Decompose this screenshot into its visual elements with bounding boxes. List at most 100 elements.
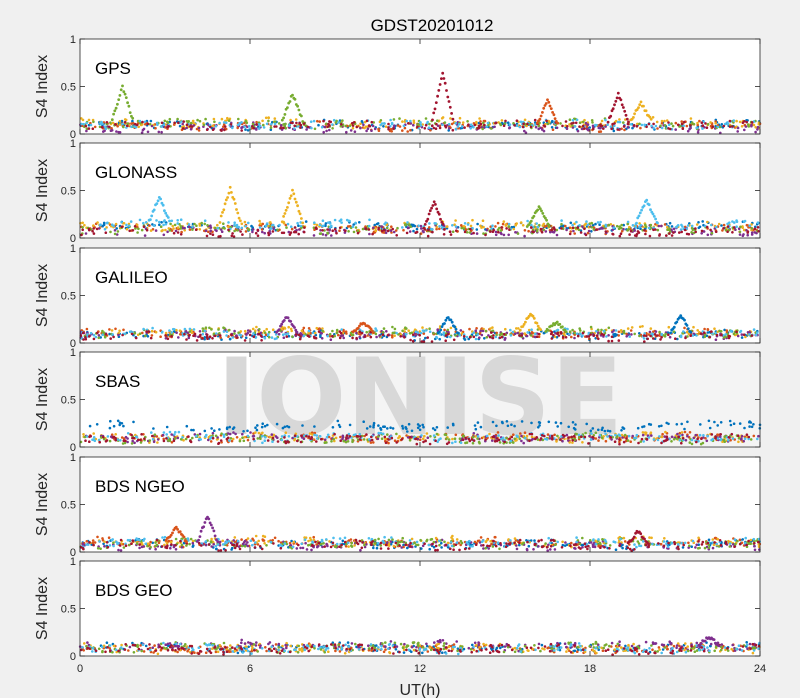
data-point [175,331,178,335]
data-point [108,439,112,443]
data-point [97,336,101,340]
spike-point [548,104,552,108]
data-point [674,121,678,125]
spike-point [164,211,168,215]
spike-point [538,207,542,211]
data-point [451,422,455,426]
data-point [750,124,753,128]
data-point [150,431,153,434]
data-point [296,439,299,443]
data-point [714,338,718,342]
data-point [677,435,680,439]
data-point [287,425,291,429]
data-point [306,125,310,129]
spike-point [222,208,226,212]
data-point [182,125,185,128]
spike-point [609,114,613,118]
data-point [319,229,322,232]
data-point [645,437,649,441]
data-point [722,438,726,442]
data-point [726,439,730,442]
data-point [208,123,212,127]
data-point [334,436,338,440]
data-point [211,124,214,128]
data-point [370,438,374,442]
data-point [529,125,533,129]
data-point [319,232,323,235]
data-point [251,537,254,541]
data-point [726,225,730,228]
data-point [248,124,251,128]
data-point [341,119,344,122]
data-point [720,224,723,227]
data-point [287,325,291,329]
data-point [221,226,225,230]
data-point [280,231,284,235]
data-point [499,122,502,126]
data-point [318,120,322,123]
data-point [622,536,626,540]
data-point [351,121,354,125]
data-point [374,332,378,336]
data-point [102,223,106,227]
data-point [594,437,598,440]
data-point [481,329,485,333]
data-point [555,228,559,232]
data-point [344,440,348,444]
data-point [395,441,399,444]
data-point [574,226,577,230]
data-point [713,420,716,424]
spike-point [544,102,548,105]
data-point [325,435,329,439]
data-point [203,222,206,226]
data-point [151,438,155,441]
data-point [754,126,757,129]
data-point [302,326,306,330]
data-point [570,122,573,125]
data-point [716,125,720,129]
data-point [575,220,578,224]
data-point [331,127,334,130]
data-point [396,124,400,127]
data-point [114,438,118,442]
data-point [498,226,501,230]
data-point [625,332,628,336]
y-tick-label: 0 [70,129,76,141]
data-point [598,223,601,226]
data-point [457,123,461,126]
data-point [225,437,229,441]
data-point [630,333,633,336]
data-point [118,421,122,425]
data-point [392,118,396,121]
data-point [595,228,598,231]
data-point [722,124,726,128]
data-point [187,225,191,228]
data-point [735,330,738,334]
data-point [122,328,125,332]
data-point [664,332,667,336]
data-point [79,221,82,225]
data-point [228,425,231,429]
data-point [134,227,137,230]
data-point [390,121,394,125]
data-point [358,438,362,441]
data-point [688,127,691,131]
data-point [98,438,101,442]
data-point [683,228,687,232]
data-point [465,231,469,234]
data-point [686,224,690,227]
data-point [642,440,645,443]
data-point [421,329,425,332]
data-point [214,434,218,438]
data-point [425,329,428,332]
data-point [483,123,486,127]
data-point [542,124,546,127]
data-point [536,438,540,441]
data-point [321,327,324,330]
spike-point [126,101,129,105]
data-point [637,441,640,445]
data-point [738,422,742,425]
data-point [639,224,643,227]
data-point [471,441,475,445]
